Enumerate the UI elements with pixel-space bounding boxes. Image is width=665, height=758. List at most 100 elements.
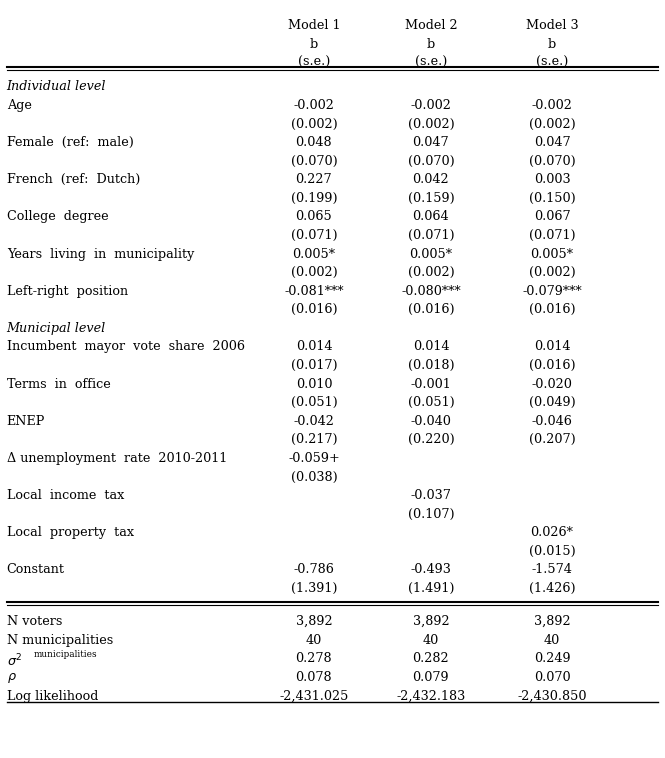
Text: (0.159): (0.159) (408, 192, 454, 205)
Text: -0.046: -0.046 (531, 415, 573, 428)
Text: (1.391): (1.391) (291, 582, 337, 595)
Text: 0.005*: 0.005* (293, 248, 335, 261)
Text: 3,892: 3,892 (295, 615, 332, 628)
Text: -0.042: -0.042 (293, 415, 334, 428)
Text: (1.426): (1.426) (529, 582, 575, 595)
Text: (0.015): (0.015) (529, 545, 575, 558)
Text: Model 3: Model 3 (525, 19, 579, 32)
Text: -0.081***: -0.081*** (284, 285, 344, 298)
Text: N voters: N voters (7, 615, 62, 628)
Text: 0.079: 0.079 (412, 671, 450, 684)
Text: Local  income  tax: Local income tax (7, 489, 124, 502)
Text: -2,432.183: -2,432.183 (396, 690, 465, 703)
Text: 0.014: 0.014 (296, 340, 332, 353)
Text: (0.002): (0.002) (529, 117, 575, 130)
Text: -2,431.025: -2,431.025 (279, 690, 348, 703)
Text: (0.107): (0.107) (408, 508, 454, 521)
Text: 0.005*: 0.005* (410, 248, 452, 261)
Text: (s.e.): (s.e.) (415, 56, 447, 69)
Text: (0.016): (0.016) (291, 303, 337, 316)
Text: 0.249: 0.249 (533, 653, 571, 666)
Text: (1.491): (1.491) (408, 582, 454, 595)
Text: Female  (ref:  male): Female (ref: male) (7, 136, 134, 149)
Text: Incumbent  mayor  vote  share  2006: Incumbent mayor vote share 2006 (7, 340, 245, 353)
Text: (0.051): (0.051) (408, 396, 454, 409)
Text: Municipal level: Municipal level (7, 322, 106, 335)
Text: (0.070): (0.070) (529, 155, 575, 168)
Text: N municipalities: N municipalities (7, 634, 113, 647)
Text: -0.001: -0.001 (410, 377, 452, 390)
Text: (0.070): (0.070) (408, 155, 454, 168)
Text: (0.002): (0.002) (408, 266, 454, 279)
Text: 40: 40 (544, 634, 560, 647)
Text: 0.227: 0.227 (295, 174, 332, 186)
Text: 0.048: 0.048 (295, 136, 332, 149)
Text: Constant: Constant (7, 563, 65, 576)
Text: Δ unemployment  rate  2010-2011: Δ unemployment rate 2010-2011 (7, 452, 227, 465)
Text: 0.003: 0.003 (533, 174, 571, 186)
Text: (0.016): (0.016) (529, 303, 575, 316)
Text: 0.065: 0.065 (295, 211, 332, 224)
Text: (0.071): (0.071) (291, 229, 337, 242)
Text: 0.042: 0.042 (412, 174, 450, 186)
Text: -0.080***: -0.080*** (401, 285, 461, 298)
Text: 0.014: 0.014 (534, 340, 570, 353)
Text: 0.064: 0.064 (412, 211, 450, 224)
Text: (0.199): (0.199) (291, 192, 337, 205)
Text: -0.493: -0.493 (410, 563, 452, 576)
Text: Terms  in  office: Terms in office (7, 377, 110, 390)
Text: (0.049): (0.049) (529, 396, 575, 409)
Text: (0.002): (0.002) (529, 266, 575, 279)
Text: 3,892: 3,892 (533, 615, 571, 628)
Text: $\sigma^2$: $\sigma^2$ (7, 653, 22, 669)
Text: 0.047: 0.047 (533, 136, 571, 149)
Text: Log likelihood: Log likelihood (7, 690, 98, 703)
Text: 0.005*: 0.005* (531, 248, 573, 261)
Text: b: b (548, 37, 556, 51)
Text: (0.071): (0.071) (529, 229, 575, 242)
Text: (0.002): (0.002) (408, 117, 454, 130)
Text: (0.018): (0.018) (408, 359, 454, 372)
Text: (0.017): (0.017) (291, 359, 337, 372)
Text: -0.059+: -0.059+ (288, 452, 340, 465)
Text: -0.037: -0.037 (410, 489, 452, 502)
Text: (0.150): (0.150) (529, 192, 575, 205)
Text: 0.067: 0.067 (533, 211, 571, 224)
Text: -0.002: -0.002 (531, 99, 573, 112)
Text: Age: Age (7, 99, 31, 112)
Text: (0.217): (0.217) (291, 434, 337, 446)
Text: 40: 40 (423, 634, 439, 647)
Text: b: b (310, 37, 318, 51)
Text: (0.002): (0.002) (291, 266, 337, 279)
Text: -0.040: -0.040 (410, 415, 452, 428)
Text: 0.078: 0.078 (295, 671, 332, 684)
Text: -0.020: -0.020 (531, 377, 573, 390)
Text: 0.010: 0.010 (296, 377, 332, 390)
Text: -0.002: -0.002 (293, 99, 334, 112)
Text: 0.047: 0.047 (412, 136, 450, 149)
Text: ENEP: ENEP (7, 415, 45, 428)
Text: -1.574: -1.574 (531, 563, 573, 576)
Text: $\rho$: $\rho$ (7, 671, 17, 685)
Text: (0.016): (0.016) (408, 303, 454, 316)
Text: -2,430.850: -2,430.850 (517, 690, 587, 703)
Text: Individual level: Individual level (7, 80, 106, 93)
Text: French  (ref:  Dutch): French (ref: Dutch) (7, 174, 140, 186)
Text: 0.282: 0.282 (412, 653, 450, 666)
Text: 3,892: 3,892 (412, 615, 450, 628)
Text: Left-right  position: Left-right position (7, 285, 128, 298)
Text: Model 2: Model 2 (404, 19, 458, 32)
Text: (0.220): (0.220) (408, 434, 454, 446)
Text: Years  living  in  municipality: Years living in municipality (7, 248, 194, 261)
Text: (s.e.): (s.e.) (298, 56, 330, 69)
Text: (0.038): (0.038) (291, 471, 337, 484)
Text: -0.786: -0.786 (293, 563, 334, 576)
Text: 0.278: 0.278 (295, 653, 332, 666)
Text: Model 1: Model 1 (288, 19, 340, 32)
Text: 0.026*: 0.026* (531, 526, 573, 539)
Text: College  degree: College degree (7, 211, 108, 224)
Text: (0.070): (0.070) (291, 155, 337, 168)
Text: Local  property  tax: Local property tax (7, 526, 134, 539)
Text: 40: 40 (306, 634, 322, 647)
Text: (0.016): (0.016) (529, 359, 575, 372)
